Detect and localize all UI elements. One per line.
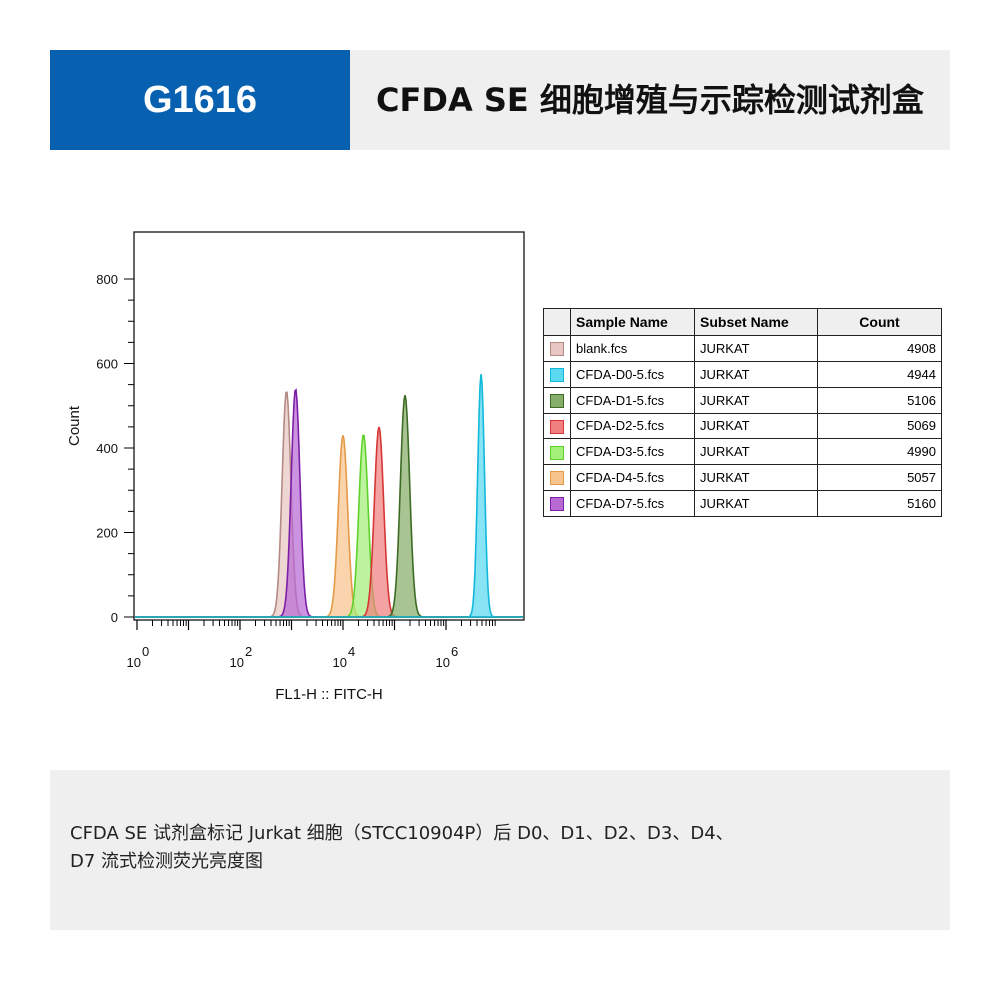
legend-row: CFDA-D7-5.fcs JURKAT 5160 [543, 490, 942, 517]
legend-subset-name: JURKAT [694, 386, 818, 414]
legend-count: 4990 [817, 438, 942, 466]
legend-sample-name: CFDA-D0-5.fcs [570, 360, 695, 388]
product-title: CFDA SE 细胞增殖与示踪检测 试剂盒 [350, 50, 950, 150]
caption-line2: D7 流式检测荧光亮度图 [70, 851, 264, 872]
y-axis: 0 200 400 600 800 [96, 272, 134, 625]
x-tick-label: 100 [127, 644, 150, 670]
legend-swatch-cell [543, 490, 571, 517]
legend-swatch [550, 471, 564, 486]
histogram-series-group [135, 374, 523, 618]
caption-line1: CFDA SE 试剂盒标记 Jurkat 细胞（STCC10904P）后 D0、… [70, 823, 734, 844]
x-tick-base: 10 [436, 655, 450, 670]
legend-row: CFDA-D2-5.fcs JURKAT 5069 [543, 412, 942, 440]
legend-body: blank.fcs JURKAT 4908 CFDA-D0-5.fcs JURKAT 49… [543, 335, 942, 517]
plot-frame [133, 231, 525, 621]
x-tick-label: 102 [230, 644, 253, 670]
histogram-series-cfda-d7-5-fcs [135, 388, 523, 618]
legend-header-sample-name: Sample Name [570, 308, 695, 336]
histogram-series-cfda-d2-5-fcs [135, 426, 523, 618]
x-tick-label: 104 [333, 644, 356, 670]
x-axis-title: FL1-H :: FITC-H [275, 686, 383, 703]
legend-swatch-cell [543, 438, 571, 466]
x-tick-exponent: 6 [451, 644, 458, 659]
legend-swatch-cell [543, 360, 571, 388]
y-tick-label: 600 [96, 357, 118, 372]
histogram-series-cfda-d1-5-fcs [135, 395, 523, 618]
histogram-series-cfda-d0-5-fcs [135, 374, 523, 618]
legend-swatch-cell [543, 464, 571, 492]
legend-swatch [550, 445, 564, 460]
legend-row: CFDA-D1-5.fcs JURKAT 5106 [543, 386, 942, 414]
legend-count: 5057 [817, 464, 942, 492]
legend-sample-name: blank.fcs [570, 335, 695, 362]
sample-legend-table: Sample Name Subset Name Count blank.fcs J… [543, 308, 942, 517]
x-tick-exponent: 0 [142, 644, 149, 659]
legend-count: 5106 [817, 386, 942, 414]
legend-subset-name: JURKAT [694, 360, 818, 388]
y-tick-label: 200 [96, 526, 118, 541]
figure-caption: CFDA SE 试剂盒标记 Jurkat 细胞（STCC10904P）后 D0、… [50, 770, 950, 930]
histogram-series-blank-fcs [135, 391, 523, 618]
product-title-line2: 试剂盒 [827, 81, 924, 119]
x-tick-base: 10 [127, 655, 141, 670]
legend-subset-name: JURKAT [694, 438, 818, 466]
x-tick-label: 106 [436, 644, 459, 670]
legend-header-subset-name: Subset Name [694, 308, 818, 336]
legend-subset-name: JURKAT [694, 412, 818, 440]
legend-subset-name: JURKAT [694, 335, 818, 362]
legend-swatch [550, 393, 564, 408]
legend-count: 5069 [817, 412, 942, 440]
y-tick-label: 800 [96, 272, 118, 287]
x-tick-base: 10 [230, 655, 244, 670]
y-tick-label: 0 [111, 610, 118, 625]
y-tick-label: 400 [96, 441, 118, 456]
legend-row: blank.fcs JURKAT 4908 [543, 335, 942, 362]
legend-swatch [550, 342, 564, 357]
legend-row: CFDA-D0-5.fcs JURKAT 4944 [543, 360, 942, 388]
legend-subset-name: JURKAT [694, 464, 818, 492]
legend-swatch-cell [543, 335, 571, 362]
legend-count: 5160 [817, 490, 942, 517]
x-tick-exponent: 2 [245, 644, 252, 659]
histogram-series-cfda-d3-5-fcs [135, 434, 523, 618]
y-axis-title: Count [66, 405, 83, 446]
legend-header-swatch [543, 308, 571, 336]
histogram-series-cfda-d4-5-fcs [135, 435, 523, 618]
product-title-line1: CFDA SE 细胞增殖与示踪检测 [376, 81, 828, 119]
legend-subset-name: JURKAT [694, 490, 818, 517]
legend-swatch-cell [543, 412, 571, 440]
legend-sample-name: CFDA-D3-5.fcs [570, 438, 695, 466]
legend-sample-name: CFDA-D2-5.fcs [570, 412, 695, 440]
legend-header-row: Sample Name Subset Name Count [543, 308, 942, 336]
legend-row: CFDA-D3-5.fcs JURKAT 4990 [543, 438, 942, 466]
legend-count: 4944 [817, 360, 942, 388]
legend-swatch [550, 368, 564, 383]
legend-header-count: Count [817, 308, 942, 336]
legend-sample-name: CFDA-D1-5.fcs [570, 386, 695, 414]
legend-count: 4908 [817, 335, 942, 362]
legend-swatch-cell [543, 386, 571, 414]
legend-sample-name: CFDA-D4-5.fcs [570, 464, 695, 492]
legend-row: CFDA-D4-5.fcs JURKAT 5057 [543, 464, 942, 492]
x-tick-base: 10 [333, 655, 347, 670]
x-tick-exponent: 4 [348, 644, 355, 659]
product-code: G1616 [50, 50, 350, 150]
legend-swatch [550, 419, 564, 434]
legend-swatch [550, 497, 564, 512]
legend-sample-name: CFDA-D7-5.fcs [570, 490, 695, 517]
